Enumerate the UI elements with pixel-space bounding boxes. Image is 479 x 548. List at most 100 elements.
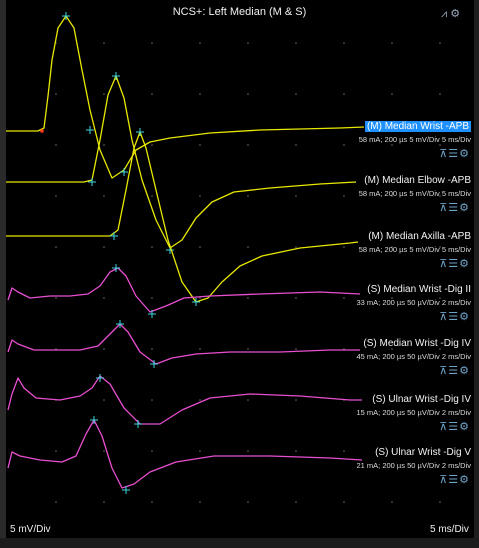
top-toolbar: ⩘ ⚙ [441,7,460,21]
grid-dot [391,195,393,197]
grid-dot [199,246,201,248]
list-icon[interactable]: ☰ [448,365,460,377]
trace-waveform [7,375,362,425]
settings-gear-icon[interactable]: ⚙ [459,421,470,433]
settings-gear-icon[interactable]: ⚙ [459,148,470,160]
cursor-icon[interactable]: ⊼ [439,258,449,270]
grid-dot [103,246,105,248]
trace-waveform [6,15,365,179]
list-icon[interactable]: ☰ [448,474,460,486]
grid-dot [151,195,153,197]
grid-dot [295,195,297,197]
grid-dot [295,297,297,299]
grid-dot [439,42,441,44]
grid-dot [391,297,393,299]
grid-dot [55,501,57,503]
trace-settings: 15 mA; 200 µs 50 µV/Div 2 ms/Div [356,408,471,417]
list-icon[interactable]: ☰ [448,421,460,433]
cursor-icon[interactable]: ⊼ [439,421,449,433]
grid-dot [247,450,249,452]
grid-dot [103,501,105,503]
list-icon[interactable]: ☰ [448,202,460,214]
settings-gear-icon[interactable]: ⚙ [459,311,470,323]
vertical-scrollbar[interactable] [474,0,479,548]
trace-label[interactable]: (S) Ulnar Wrist -Dig V [375,447,471,458]
grid-dot [295,450,297,452]
settings-gear-icon[interactable]: ⚙ [459,365,470,377]
trace-settings: 58 mA; 200 µs 5 mV/Div 5 ms/Div [358,189,471,198]
grid-dot [55,297,57,299]
cursor-icon[interactable]: ⊼ [439,202,449,214]
grid-dot [439,144,441,146]
grid-dot [343,297,345,299]
grid-dot [295,348,297,350]
grid-dot [151,144,153,146]
grid-dot [247,93,249,95]
cursor-icon[interactable]: ⊼ [439,365,449,377]
grid-dot [247,246,249,248]
trace-label[interactable]: (M) Median Elbow -APB [364,175,471,186]
trace-label[interactable]: (S) Median Wrist -Dig II [367,284,471,295]
grid-dot [55,195,57,197]
grid-dot [199,144,201,146]
study-title: NCS+: Left Median (M & S) [172,6,307,18]
trace-label[interactable]: (S) Ulnar Wrist -Dig IV [372,394,471,405]
grid-dot [439,450,441,452]
grid-dot [55,450,57,452]
grid-dot [151,399,153,401]
trace-label[interactable]: (M) Median Axilla -APB [368,231,471,242]
grid-dot [199,93,201,95]
grid-dot [247,501,249,503]
grid-dot [391,246,393,248]
trace-waveform [7,323,360,365]
grid-dot [151,93,153,95]
grid-dot [391,501,393,503]
grid-dot [103,42,105,44]
list-icon[interactable]: ☰ [448,148,460,160]
trace-label[interactable]: (M) Median Wrist -APB [364,121,471,132]
grid-dot [439,399,441,401]
grid-dot [439,297,441,299]
grid-dot [295,501,297,503]
grid-dot [391,144,393,146]
cursor-icon[interactable]: ⊼ [439,148,449,160]
grid-dot [247,195,249,197]
cursor-icon[interactable]: ⊼ [439,311,449,323]
trace-waveform [7,267,361,313]
grid-dot [55,246,57,248]
trace-label[interactable]: (S) Median Wrist -Dig IV [363,338,471,349]
cursor-icon[interactable]: ⊼ [439,474,449,486]
trace-toolbar: ⊼☰⚙ [439,473,470,486]
grid-dot [247,297,249,299]
grid-dot [295,399,297,401]
grid-dot [103,450,105,452]
grid-dot [295,42,297,44]
settings-gear-icon[interactable]: ⚙ [459,474,470,486]
grid-dot [343,42,345,44]
grid-dot [199,195,201,197]
grid-dot [151,246,153,248]
time-scale: 5 ms/Div [430,524,469,535]
grid-dot [391,399,393,401]
horizontal-scrollbar[interactable] [0,538,479,548]
trace-settings: 33 mA; 200 µs 50 µV/Div 2 ms/Div [356,298,471,307]
waveform-tool-icon[interactable]: ⩘ [441,8,448,20]
list-icon[interactable]: ☰ [448,311,460,323]
settings-gear-icon[interactable]: ⚙ [459,258,470,270]
grid-dot [391,42,393,44]
grid-dot [151,297,153,299]
trace-toolbar: ⊼☰⚙ [439,420,470,433]
grid-dot [103,348,105,350]
grid-dot [151,450,153,452]
grid-dot [295,93,297,95]
settings-gear-icon[interactable]: ⚙ [459,202,470,214]
trace-toolbar: ⊼☰⚙ [439,257,470,270]
grid-dot [439,501,441,503]
grid-dot [55,93,57,95]
grid-dot [151,42,153,44]
settings-gear-icon[interactable]: ⚙ [450,8,461,20]
grid-dot [199,399,201,401]
left-border [0,0,6,548]
list-icon[interactable]: ☰ [448,258,460,270]
